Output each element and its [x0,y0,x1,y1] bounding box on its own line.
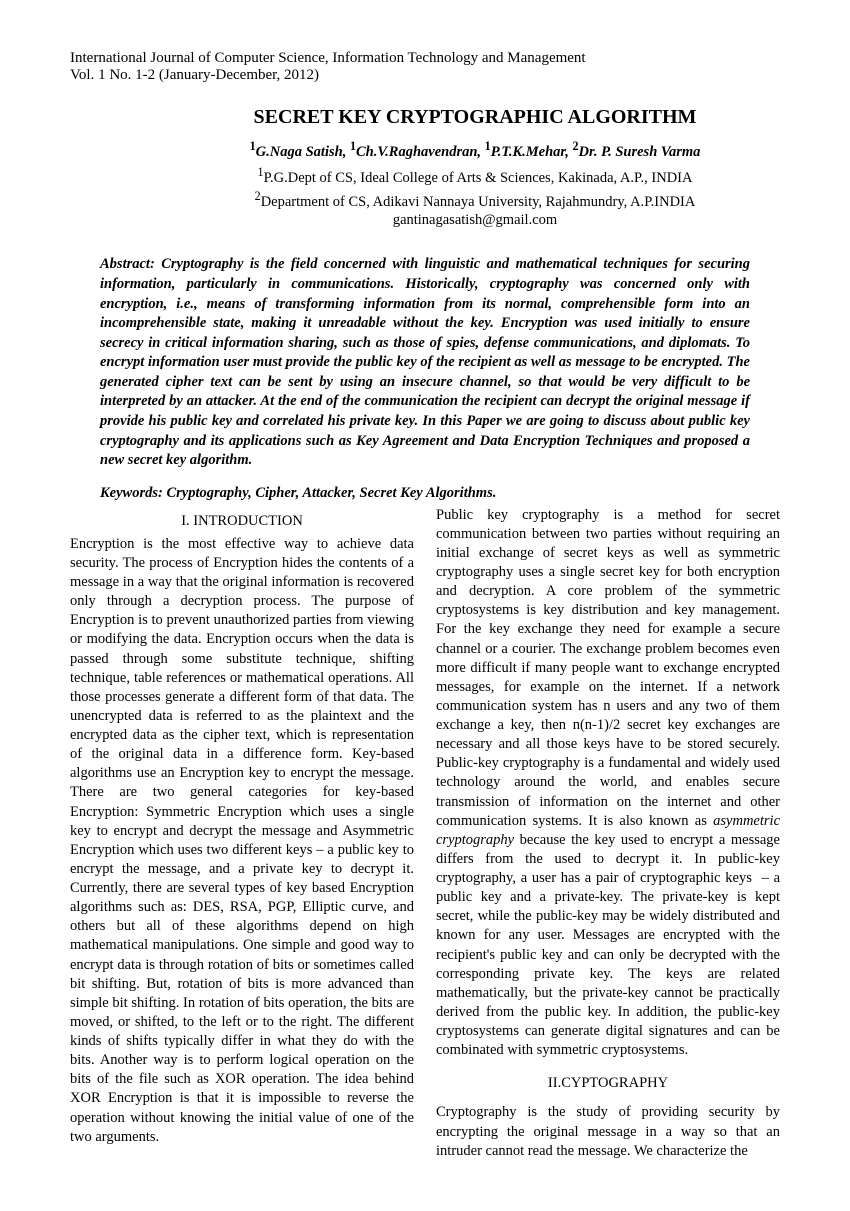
section-1-heading: I. INTRODUCTION [70,512,414,531]
author-2: Ch.V.Raghavendran [356,144,477,160]
author-4: Dr. P. Suresh Varma [579,144,701,160]
page-container: International Journal of Computer Scienc… [0,0,850,1211]
author-1: G.Naga Satish [256,144,343,160]
body-columns: I. INTRODUCTION Encryption is the most e… [70,506,780,1161]
abstract: Abstract: Cryptography is the field conc… [100,255,750,470]
section-1-body2: Public key cryptography is a method for … [436,506,780,1061]
affiliation-1: 1P.G.Dept of CS, Ideal College of Arts &… [70,165,780,187]
keywords: Keywords: Cryptography, Cipher, Attacker… [100,485,750,502]
email: gantinagasatish@gmail.com [70,212,780,229]
section-2-heading: II.CYPTOGRAPHY [436,1074,780,1093]
paper-title: SECRET KEY CRYPTOGRAPHIC ALGORITHM [70,106,780,129]
affiliation-2: 2Department of CS, Adikavi Nannaya Unive… [70,189,780,211]
journal-issue: Vol. 1 No. 1-2 (January-December, 2012) [70,67,780,84]
journal-header: International Journal of Computer Scienc… [70,50,780,84]
section-2-body: Cryptography is the study of providing s… [436,1103,780,1160]
section-1-body: Encryption is the most effective way to … [70,535,414,1147]
authors: 1G.Naga Satish, 1Ch.V.Raghavendran, 1P.T… [70,139,780,161]
journal-name: International Journal of Computer Scienc… [70,50,780,67]
author-3: P.T.K.Mehar [491,144,566,160]
